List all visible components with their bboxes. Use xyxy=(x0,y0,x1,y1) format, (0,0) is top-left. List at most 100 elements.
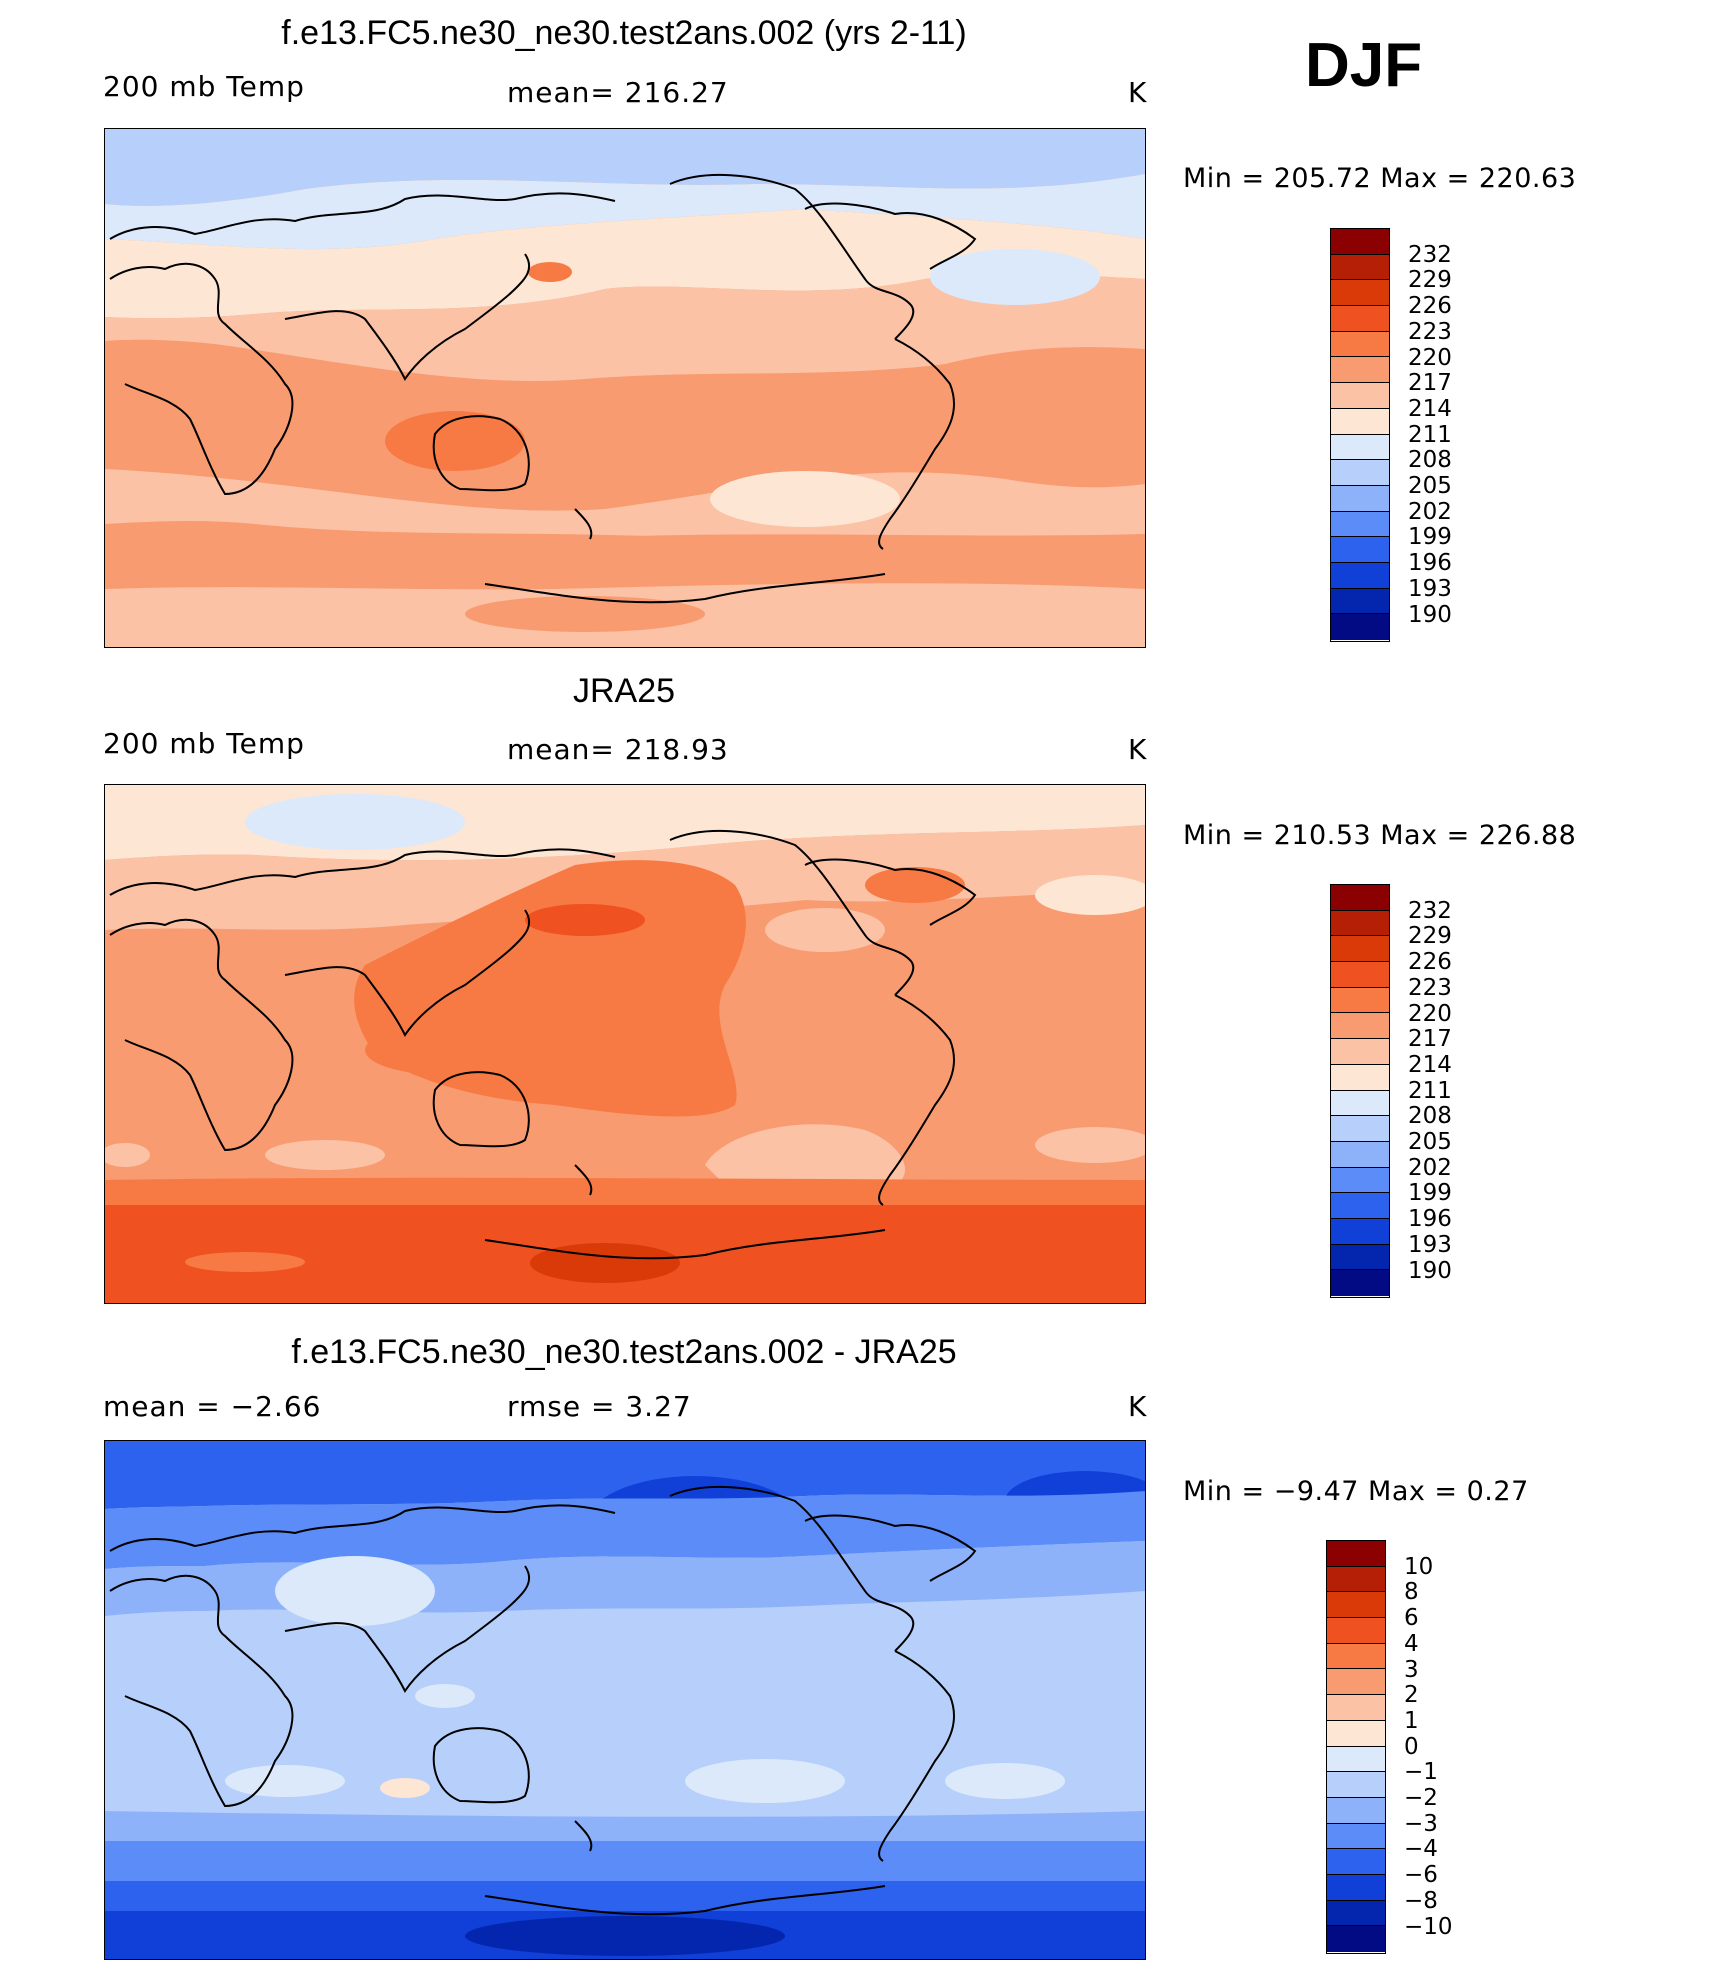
colorbar-swatch xyxy=(1327,1541,1385,1567)
colorbar-swatch xyxy=(1331,1116,1389,1142)
colorbar-tick-label: 199 xyxy=(1408,1180,1452,1207)
coast-australia xyxy=(432,415,530,492)
panel-2-colorbar xyxy=(1330,884,1390,1299)
colorbar-swatch xyxy=(1327,1797,1385,1824)
contour-antarctic-strong xyxy=(465,1916,785,1956)
colorbar-tick-label: 202 xyxy=(1408,1154,1452,1181)
colorbar-tick-label: −6 xyxy=(1404,1862,1438,1889)
contour-indian-light xyxy=(225,1765,345,1797)
contour-arctic xyxy=(105,1441,1145,1509)
colorbar-tick-label: 232 xyxy=(1408,897,1452,924)
contour-north-band xyxy=(105,174,1145,250)
season-label: DJF xyxy=(1305,31,1423,100)
contour-indian-light xyxy=(265,1140,385,1170)
colorbar-tick-label: −1 xyxy=(1404,1759,1438,1786)
colorbar-tick-label: 190 xyxy=(1408,601,1452,628)
colorbar-tick-label: 229 xyxy=(1408,923,1452,950)
contour-atlantic-light xyxy=(945,1763,1065,1799)
colorbar-swatch xyxy=(1331,936,1389,963)
colorbar-tick-label: −8 xyxy=(1404,1887,1438,1914)
contour-antarctic-hot xyxy=(530,1243,680,1283)
coast-australia xyxy=(432,1727,530,1804)
colorbar-tick-label: 208 xyxy=(1408,447,1452,474)
contour-band-1 xyxy=(105,1177,1145,1205)
coast-north-america xyxy=(669,1485,915,1652)
colorbar-swatch xyxy=(1327,1900,1385,1927)
panel-2-field xyxy=(105,785,1145,1303)
coast-australia xyxy=(432,1071,530,1148)
coastlines xyxy=(109,173,977,604)
colorbar-swatch xyxy=(1331,987,1389,1014)
contour-us-light xyxy=(765,908,885,952)
coast-new-zealand xyxy=(574,1164,593,1196)
colorbar-tick-label: 232 xyxy=(1408,241,1452,268)
coast-asia-south xyxy=(284,1565,531,1693)
contour-atlantic-cold xyxy=(930,249,1100,305)
colorbar-tick-label: 199 xyxy=(1408,524,1452,551)
colorbar-tick-label: 229 xyxy=(1408,267,1452,294)
panel-2-title: JRA25 xyxy=(572,672,676,710)
colorbar-swatch xyxy=(1331,485,1389,512)
coast-hudson xyxy=(804,1514,977,1582)
colorbar-swatch xyxy=(1331,1141,1389,1168)
contour-sh-light xyxy=(705,1124,905,1193)
colorbar-tick-label: 6 xyxy=(1404,1605,1419,1632)
panel-3-units: K xyxy=(1128,1390,1148,1423)
panel-1-units: K xyxy=(1128,76,1148,109)
coast-antarctica xyxy=(484,573,886,604)
colorbar-swatch xyxy=(1331,408,1389,435)
coast-new-zealand xyxy=(574,508,593,540)
panel-3-mean: mean = −2.66 xyxy=(103,1390,322,1423)
colorbar-swatch xyxy=(1331,962,1389,988)
panel-1-map xyxy=(104,128,1146,648)
colorbar-swatch xyxy=(1331,1218,1389,1245)
panel-2-map xyxy=(104,784,1146,1304)
contour-japan-warm xyxy=(528,262,572,282)
colorbar-swatch xyxy=(1331,1064,1389,1091)
contour-positive-spot xyxy=(380,1778,430,1798)
coast-south-america xyxy=(878,338,955,550)
colorbar-tick-label: −3 xyxy=(1404,1810,1438,1837)
colorbar-tick-label: 3 xyxy=(1404,1656,1419,1683)
coast-africa xyxy=(109,918,294,1152)
colorbar-tick-label: 196 xyxy=(1408,550,1452,577)
panel-1-title: f.e13.FC5.ne30_ne30.test2ans.002 (yrs 2-… xyxy=(281,14,967,52)
colorbar-tick-label: 208 xyxy=(1408,1103,1452,1130)
colorbar-swatch xyxy=(1331,885,1389,911)
colorbar-tick-label: 223 xyxy=(1408,318,1452,345)
colorbar-swatch xyxy=(1331,306,1389,332)
colorbar-tick-label: 205 xyxy=(1408,1129,1452,1155)
panel-3-map xyxy=(104,1440,1146,1960)
contour-asia-light xyxy=(275,1556,435,1626)
panel-2-mean: mean= 218.93 xyxy=(507,733,729,766)
contour-arctic-cold xyxy=(105,129,1145,206)
colorbar-swatch xyxy=(1327,1849,1385,1875)
panel-1-mean: mean= 216.27 xyxy=(507,76,729,109)
coast-africa xyxy=(109,262,294,496)
colorbar-swatch xyxy=(1327,1720,1385,1747)
colorbar-tick-label: 1 xyxy=(1404,1707,1419,1734)
colorbar-swatch xyxy=(1331,280,1389,307)
colorbar-swatch xyxy=(1327,1926,1385,1952)
coast-north-america xyxy=(669,173,915,340)
colorbar-tick-label: 226 xyxy=(1408,293,1452,320)
contour-atlantic-light xyxy=(1035,875,1145,915)
colorbar-tick-label: 220 xyxy=(1408,344,1452,371)
colorbar-tick-label: 205 xyxy=(1408,473,1452,499)
colorbar-tick-label: 211 xyxy=(1408,421,1452,448)
panel-3-title: f.e13.FC5.ne30_ne30.test2ans.002 - JRA25 xyxy=(291,1333,957,1371)
colorbar-swatch xyxy=(1327,1772,1385,1798)
panel-1-colorbar xyxy=(1330,228,1390,643)
panel-2-minmax: Min = 210.53 Max = 226.88 xyxy=(1183,820,1577,851)
colorbar-tick-label: 190 xyxy=(1408,1257,1452,1284)
panel-1-field xyxy=(105,129,1145,647)
coast-antarctica xyxy=(484,1885,886,1916)
colorbar-tick-label: −10 xyxy=(1404,1913,1453,1940)
colorbar-swatch xyxy=(1327,1695,1385,1721)
coast-antarctica xyxy=(484,1229,886,1260)
contour-sh-light xyxy=(685,1759,845,1803)
colorbar-swatch xyxy=(1331,910,1389,937)
coast-africa xyxy=(109,1574,294,1808)
colorbar-tick-label: 214 xyxy=(1408,1051,1452,1078)
colorbar-tick-label: 193 xyxy=(1408,1231,1452,1258)
